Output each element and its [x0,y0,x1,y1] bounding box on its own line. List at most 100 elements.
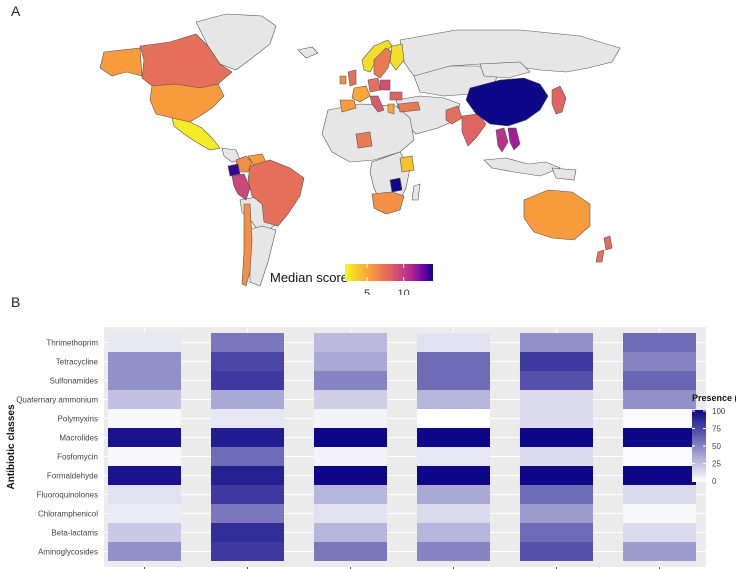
heatmap-cell [314,333,387,352]
heatmap-cell [108,447,181,466]
heatmap-cell [417,542,490,561]
heatmap-cell [623,390,696,409]
heatmap-cell [314,428,387,447]
heatmap-cell [417,352,490,371]
land-madagascar [411,183,421,201]
region-romania [389,91,403,101]
heatmap-cell [623,352,696,371]
heatmap-cell [211,447,284,466]
land-indonesia [483,157,561,177]
panel-b-label: B [11,294,21,310]
region-new-zealand [595,235,613,263]
heatmap-cell [314,409,387,428]
row-label: Thrimethoprim [46,339,98,348]
row-label: Aminoglycosides [38,548,98,557]
land-mongolia [479,61,531,79]
heatmap-cell [314,447,387,466]
heat-legend-tick-label: 100 [712,407,726,416]
heat-legend-tick-label: 25 [712,460,721,469]
heatmap-cell [623,333,696,352]
heatmap-cell [108,371,181,390]
row-label: Fluoroquinolones [37,491,98,500]
heatmap-cell [417,428,490,447]
heatmap-cell [623,485,696,504]
heatmap-cell [211,371,284,390]
heatmap-cell [520,390,593,409]
heatmap-cell [417,371,490,390]
map-legend: Median score 5 10 [270,264,433,295]
heatmap-cell [520,447,593,466]
heatmap-cell [211,485,284,504]
heatmap-cell [211,428,284,447]
heatmap-cell [211,333,284,352]
heatmap-cell [623,542,696,561]
region-thailand [495,127,509,153]
region-ecuador [227,163,241,177]
region-tanzania [399,155,415,173]
heatmap-cell [314,390,387,409]
heatmap-cell [108,466,181,485]
row-label: Fosfomycin [57,453,98,462]
heatmap-cell [108,352,181,371]
map-legend-ticks: 5 10 [364,264,410,295]
heatmap-cell [108,390,181,409]
region-peru [231,173,251,201]
land-iceland [297,46,319,59]
region-ireland [339,75,347,85]
heatmap-cell [417,466,490,485]
region-poland [379,79,391,91]
region-united-kingdom [347,69,357,87]
heatmap-cell [520,504,593,523]
heat-legend-title: Presence (%) [692,393,736,403]
heatmap-cell [417,485,490,504]
row-label: Quaternary ammonium [16,396,98,405]
heatmap-cell [623,504,696,523]
region-zimbabwe [389,177,403,193]
row-label: Polymyxins [58,415,98,424]
heatmap-cell [108,409,181,428]
heatmap-cell [520,466,593,485]
region-south-africa [371,191,405,215]
region-greece [387,103,395,115]
map-legend-tick-label: 5 [364,288,370,295]
region-spain [339,99,357,113]
map-legend-colorbar [345,264,433,281]
heatmap-cell [211,390,284,409]
map-legend-tick-label: 10 [398,288,410,295]
heatmap-cell [520,333,593,352]
heatmap-cell [314,523,387,542]
region-mexico [171,117,221,151]
land-png [551,167,577,181]
heatmap-cell [211,352,284,371]
region-japan [551,85,567,115]
panel-a-label: A [11,3,21,19]
heatmap-cell [314,504,387,523]
heat-legend-tick-label: 75 [712,425,721,434]
heatmap-cell [314,542,387,561]
heatmap-cell [314,466,387,485]
region-italy [369,95,385,113]
heatmap-cell [211,409,284,428]
heatmap-cell [211,523,284,542]
heatmap-cell [417,409,490,428]
heatmap-cell [108,485,181,504]
heatmap-cell [417,333,490,352]
heat-legend-colorbar [692,410,706,482]
region-nigeria [355,131,373,149]
heatmap-cell [417,390,490,409]
row-label: Formaldehyde [47,472,99,481]
heat-legend-tick-label: 50 [712,442,721,451]
heatmap-cell [108,333,181,352]
heat-legend-tick-label: 0 [712,477,717,486]
region-pakistan [445,105,463,125]
heatmap-cell [623,371,696,390]
map-legend-title: Median score [270,270,348,285]
heatmap-cell [623,428,696,447]
heatmap-cell [417,523,490,542]
heatmap-panel-bg [104,327,706,567]
region-united-states [149,83,225,125]
region-sweden [373,47,393,79]
heatmap-cell [314,485,387,504]
heatmap-cell [108,542,181,561]
